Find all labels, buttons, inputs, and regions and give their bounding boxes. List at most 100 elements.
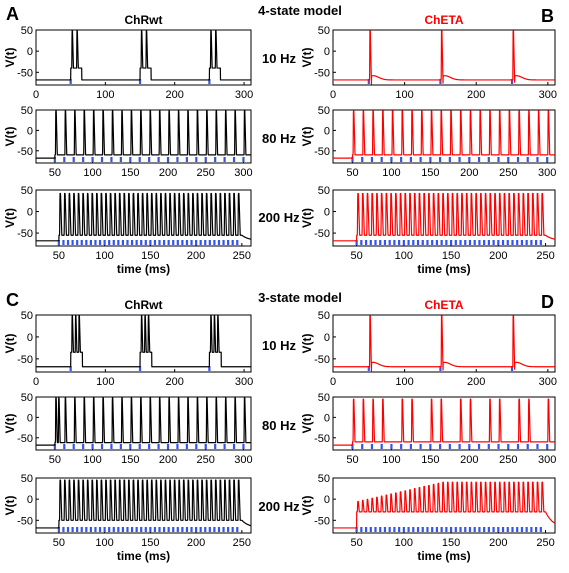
- light-pulse-marker: [380, 157, 383, 162]
- light-pulse-marker: [477, 444, 481, 449]
- light-pulse-marker: [459, 240, 462, 245]
- y-tick-label: 0: [324, 207, 330, 219]
- light-pulse-marker: [483, 240, 486, 245]
- y-tick-label: -50: [314, 146, 330, 158]
- light-pulse-marker: [76, 527, 79, 532]
- x-tick-label: 100: [382, 167, 400, 179]
- y-tick-label: 50: [21, 105, 33, 117]
- light-pulse-marker: [153, 527, 157, 532]
- light-pulse-marker: [108, 240, 111, 245]
- light-pulse-marker: [167, 527, 170, 532]
- light-pulse-marker: [204, 527, 207, 532]
- light-pulse-marker: [94, 240, 97, 245]
- light-pulse-marker: [185, 527, 189, 532]
- x-tick-label: 200: [166, 89, 184, 101]
- light-pulse-marker: [478, 527, 481, 532]
- light-pulse-marker: [440, 527, 443, 532]
- light-pulse-marker: [439, 444, 442, 449]
- light-pulse-marker: [355, 527, 358, 532]
- light-pulse-marker: [478, 240, 481, 245]
- y-tick-label: -50: [314, 228, 330, 240]
- light-pulse-marker: [98, 240, 102, 245]
- light-pulse-marker: [407, 527, 410, 532]
- light-pulse-marker: [227, 527, 230, 532]
- light-pulse-marker: [510, 79, 514, 84]
- light-pulse-marker: [172, 527, 175, 532]
- light-pulse-marker: [112, 527, 115, 532]
- light-pulse-marker: [242, 157, 245, 162]
- light-pulse-marker: [497, 527, 500, 532]
- light-pulse-marker: [361, 157, 364, 162]
- light-pulse-marker: [72, 444, 75, 449]
- light-pulse-marker: [525, 527, 528, 532]
- y-axis-label: V(t): [3, 496, 17, 516]
- axes-box: [332, 396, 556, 451]
- light-pulse-marker: [80, 240, 83, 245]
- light-pulse-marker: [360, 527, 363, 532]
- x-tick-label: 100: [395, 537, 413, 549]
- light-pulse-marker: [369, 527, 372, 532]
- x-tick-label: 150: [141, 250, 159, 262]
- light-pulse-marker: [199, 240, 202, 245]
- light-pulse-marker: [231, 240, 234, 245]
- y-tick-label: 0: [27, 46, 33, 58]
- y-tick-label: 0: [324, 412, 330, 424]
- light-pulse-marker: [429, 444, 432, 449]
- light-pulse-marker: [213, 527, 216, 532]
- x-axis-label: time (ms): [117, 262, 170, 276]
- light-pulse-marker: [516, 527, 519, 532]
- plot-d-80hz: -50 0 50 50 100 150 200 250 300 V(t): [300, 392, 556, 466]
- light-pulse-marker: [66, 240, 70, 245]
- x-tick-label: 50: [53, 537, 65, 549]
- x-tick-label: 150: [421, 454, 439, 466]
- x-tick-label: 0: [33, 376, 39, 388]
- x-tick-label: 100: [395, 89, 413, 101]
- light-pulse-marker: [204, 444, 207, 449]
- x-tick-label: 250: [197, 454, 215, 466]
- x-tick-label: 200: [460, 167, 478, 179]
- voltage-trace-chrwt: [35, 110, 252, 159]
- plot-b-80hz: -50 0 50 50 100 150 200 250 300 V(t): [300, 105, 556, 179]
- light-pulse-marker: [208, 79, 211, 84]
- light-pulse-marker: [108, 527, 111, 532]
- light-pulse-marker: [483, 527, 486, 532]
- light-pulse-marker: [468, 240, 472, 245]
- light-pulse-marker: [393, 527, 396, 532]
- panel-title: ChRwt: [125, 13, 163, 27]
- light-pulse-marker: [459, 527, 462, 532]
- light-pulse-marker: [85, 527, 88, 532]
- light-pulse-marker: [117, 527, 120, 532]
- light-pulse-marker: [487, 444, 490, 449]
- light-pulse-marker: [126, 240, 129, 245]
- frequency-label: 10 Hz: [262, 51, 296, 66]
- light-pulse-marker: [439, 366, 442, 371]
- y-tick-label: 0: [324, 494, 330, 506]
- light-pulse-marker: [369, 240, 372, 245]
- x-tick-label: 250: [536, 250, 554, 262]
- y-tick-label: 0: [324, 46, 330, 58]
- x-tick-label: 150: [421, 167, 439, 179]
- light-pulse-marker: [138, 157, 141, 162]
- x-tick-label: 250: [233, 537, 251, 549]
- y-axis-label: V(t): [3, 208, 17, 228]
- light-pulse-marker: [379, 527, 382, 532]
- light-pulse-marker: [400, 444, 403, 449]
- light-pulse-marker: [213, 240, 216, 245]
- y-axis-label: V(t): [300, 496, 314, 516]
- y-axis-label: V(t): [3, 334, 17, 354]
- axes-box: [332, 477, 556, 534]
- light-pulse-marker: [135, 240, 138, 245]
- light-pulse-marker: [393, 240, 396, 245]
- light-pulse-marker: [351, 157, 354, 162]
- light-pulse-marker: [66, 527, 70, 532]
- y-tick-label: 50: [318, 310, 330, 322]
- y-tick-label: 50: [21, 392, 33, 404]
- x-tick-label: 100: [395, 250, 413, 262]
- light-pulse-marker: [53, 444, 56, 449]
- light-pulse-marker: [236, 240, 239, 245]
- x-tick-label: 150: [442, 537, 460, 549]
- axes-box: [35, 396, 252, 451]
- y-axis-label: V(t): [300, 127, 314, 147]
- x-tick-label: 100: [96, 89, 114, 101]
- x-tick-label: 200: [489, 250, 507, 262]
